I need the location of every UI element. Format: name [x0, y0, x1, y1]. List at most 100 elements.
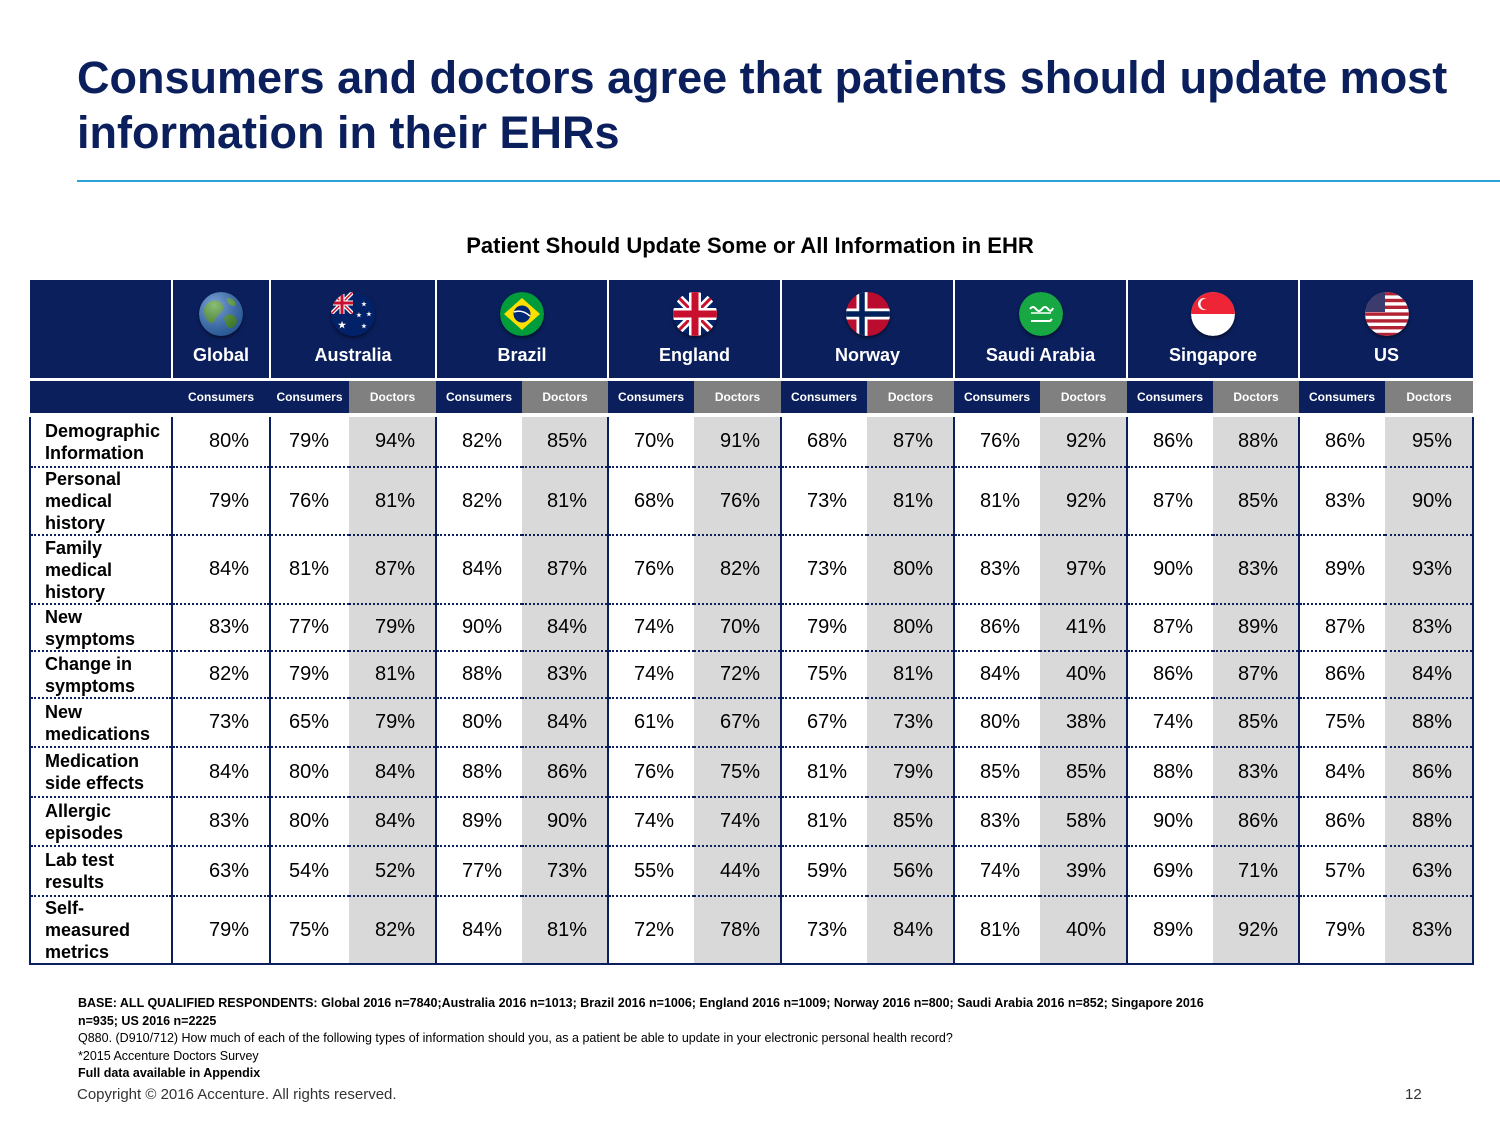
globe-icon	[199, 292, 243, 336]
sub-header-consumers: Consumers	[436, 378, 522, 413]
doctors-value: 86%	[522, 747, 608, 798]
doctors-value: 73%	[867, 698, 954, 748]
doctors-value: 76%	[694, 467, 781, 536]
sub-header-doctors: Doctors	[1213, 378, 1300, 413]
consumers-value: 63%	[171, 846, 270, 897]
sub-header-consumers: Consumers	[1299, 378, 1386, 413]
consumers-value: 86%	[1298, 417, 1386, 468]
doctors-value: 40%	[1040, 896, 1127, 965]
doctors-value: 89%	[1213, 604, 1300, 652]
sub-header-consumers: Consumers	[954, 378, 1040, 413]
svg-text:★: ★	[356, 312, 362, 319]
doctors-value: 93%	[1385, 535, 1475, 605]
consumers-value: 80%	[435, 698, 522, 748]
table-row: Family medical history 84% 81% 87% 84% 87% 76%…	[29, 535, 1475, 605]
row-label: Demographic Information	[29, 417, 172, 468]
doctors-value: 70%	[694, 604, 781, 652]
consumers-value: 69%	[1126, 846, 1213, 897]
doctors-value: 44%	[694, 846, 781, 897]
consumers-value: 76%	[269, 467, 349, 536]
consumers-value: 88%	[435, 651, 522, 699]
australia-flag-icon: ★ ★ ★ ★ ★	[331, 292, 375, 336]
sub-header-doctors: Doctors	[1040, 378, 1127, 413]
doctors-value: 84%	[349, 797, 436, 847]
consumers-value: 82%	[171, 651, 270, 699]
title-underline	[77, 180, 1500, 182]
doctors-value: 81%	[349, 651, 436, 699]
table-row: Self-measured metrics 79% 75% 82% 84% 81% 72% 7…	[29, 896, 1475, 965]
doctors-value: 80%	[867, 604, 954, 652]
country-name: Saudi Arabia	[985, 345, 1096, 365]
ehr-update-table: Global ★ ★	[29, 280, 1475, 965]
table-row: Allergic episodes 83% 80% 84% 89% 90% 74% 74% 81…	[29, 797, 1475, 847]
consumers-value: 80%	[269, 797, 349, 847]
svg-text:★: ★	[361, 323, 367, 330]
country-name: Norway	[834, 345, 901, 365]
survey-note: *2015 Accenture Doctors Survey	[78, 1048, 259, 1063]
doctors-value: 78%	[694, 896, 781, 965]
consumers-value: 86%	[1126, 417, 1213, 468]
doctors-value: 40%	[1040, 651, 1127, 699]
consumers-value: 79%	[1298, 896, 1386, 965]
consumers-value: 81%	[780, 747, 867, 798]
doctors-value: 91%	[694, 417, 781, 468]
consumers-value: 67%	[780, 698, 867, 748]
consumers-value: 73%	[780, 467, 867, 536]
country-name: Australia	[314, 345, 392, 365]
consumers-value: 59%	[780, 846, 867, 897]
header-us: US	[1298, 280, 1474, 380]
consumers-value: 80%	[269, 747, 349, 798]
doctors-value: 79%	[867, 747, 954, 798]
consumers-value: 88%	[1126, 747, 1213, 798]
consumers-value: 90%	[1126, 797, 1213, 847]
consumers-value: 89%	[1126, 896, 1213, 965]
consumers-value: 80%	[953, 698, 1040, 748]
consumers-value: 54%	[269, 846, 349, 897]
england-flag-icon	[672, 292, 717, 336]
base-note: BASE: ALL QUALIFIED RESPONDENTS: Global …	[78, 996, 1204, 1028]
row-label: Personal medical history	[29, 467, 172, 536]
consumers-value: 83%	[171, 797, 270, 847]
consumers-value: 84%	[1298, 747, 1386, 798]
row-label: Family medical history	[29, 535, 172, 605]
doctors-value: 52%	[349, 846, 436, 897]
singapore-flag-icon	[1191, 292, 1235, 336]
consumers-value: 89%	[1298, 535, 1386, 605]
doctors-value: 86%	[1213, 797, 1300, 847]
row-label: Change in symptoms	[29, 651, 172, 699]
doctors-value: 92%	[1213, 896, 1300, 965]
doctors-value: 84%	[1385, 651, 1475, 699]
doctors-value: 94%	[349, 417, 436, 468]
sub-header-consumers: Consumers	[781, 378, 867, 413]
consumers-value: 74%	[607, 651, 694, 699]
consumers-value: 86%	[1298, 651, 1386, 699]
doctors-value: 83%	[522, 651, 608, 699]
sub-header-consumers: Consumers	[608, 378, 694, 413]
consumers-value: 81%	[953, 467, 1040, 536]
sub-header-blank	[30, 378, 172, 413]
table-row: New medications 73% 65% 79% 80% 84% 61% 67% 67% 7…	[29, 698, 1475, 748]
consumers-value: 74%	[607, 797, 694, 847]
consumers-value: 84%	[171, 747, 270, 798]
consumers-value: 89%	[435, 797, 522, 847]
consumers-value: 72%	[607, 896, 694, 965]
doctors-value: 84%	[522, 604, 608, 652]
doctors-value: 39%	[1040, 846, 1127, 897]
table-row: Lab test results 63% 54% 52% 77% 73% 55% 44% 59%…	[29, 846, 1475, 897]
country-name: US	[1374, 345, 1400, 365]
table-title: Patient Should Update Some or All Inform…	[466, 233, 1034, 258]
table-row: Medication side effects 84% 80% 84% 88% 86% 76…	[29, 747, 1475, 798]
consumers-value: 65%	[269, 698, 349, 748]
doctors-value: 88%	[1385, 698, 1475, 748]
norway-flag-icon	[845, 292, 890, 336]
page-number: 12	[1405, 1086, 1422, 1103]
consumers-value: 83%	[953, 535, 1040, 605]
consumers-value: 77%	[269, 604, 349, 652]
consumers-value: 80%	[171, 417, 270, 468]
doctors-value: 87%	[1213, 651, 1300, 699]
consumers-value: 68%	[607, 467, 694, 536]
svg-text:★: ★	[366, 311, 372, 318]
doctors-value: 90%	[522, 797, 608, 847]
doctors-value: 72%	[694, 651, 781, 699]
consumers-value: 73%	[171, 698, 270, 748]
